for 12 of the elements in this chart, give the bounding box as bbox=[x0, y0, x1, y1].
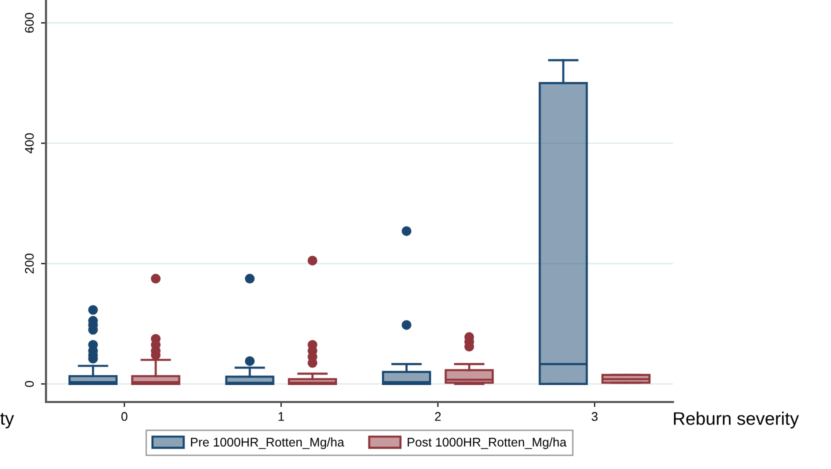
legend-label: Post 1000HR_Rotten_Mg/ha bbox=[408, 437, 567, 450]
y-tick-label: 200 bbox=[24, 254, 34, 274]
y-tick-label: 400 bbox=[24, 133, 34, 154]
x-tick-label: 2 bbox=[435, 412, 441, 421]
y-tick-label: 600 bbox=[24, 12, 34, 33]
y-tick-label: 0 bbox=[24, 380, 34, 387]
legend-label: Pre 1000HR_Rotten_Mg/ha bbox=[190, 437, 344, 450]
x-tick-label: 0 bbox=[121, 412, 128, 421]
x-tick-label: 1 bbox=[278, 412, 284, 421]
x-axis-title: Reburn severity bbox=[674, 412, 799, 429]
text: ty bbox=[0, 412, 14, 428]
x-tick-label: 3 bbox=[592, 412, 598, 421]
